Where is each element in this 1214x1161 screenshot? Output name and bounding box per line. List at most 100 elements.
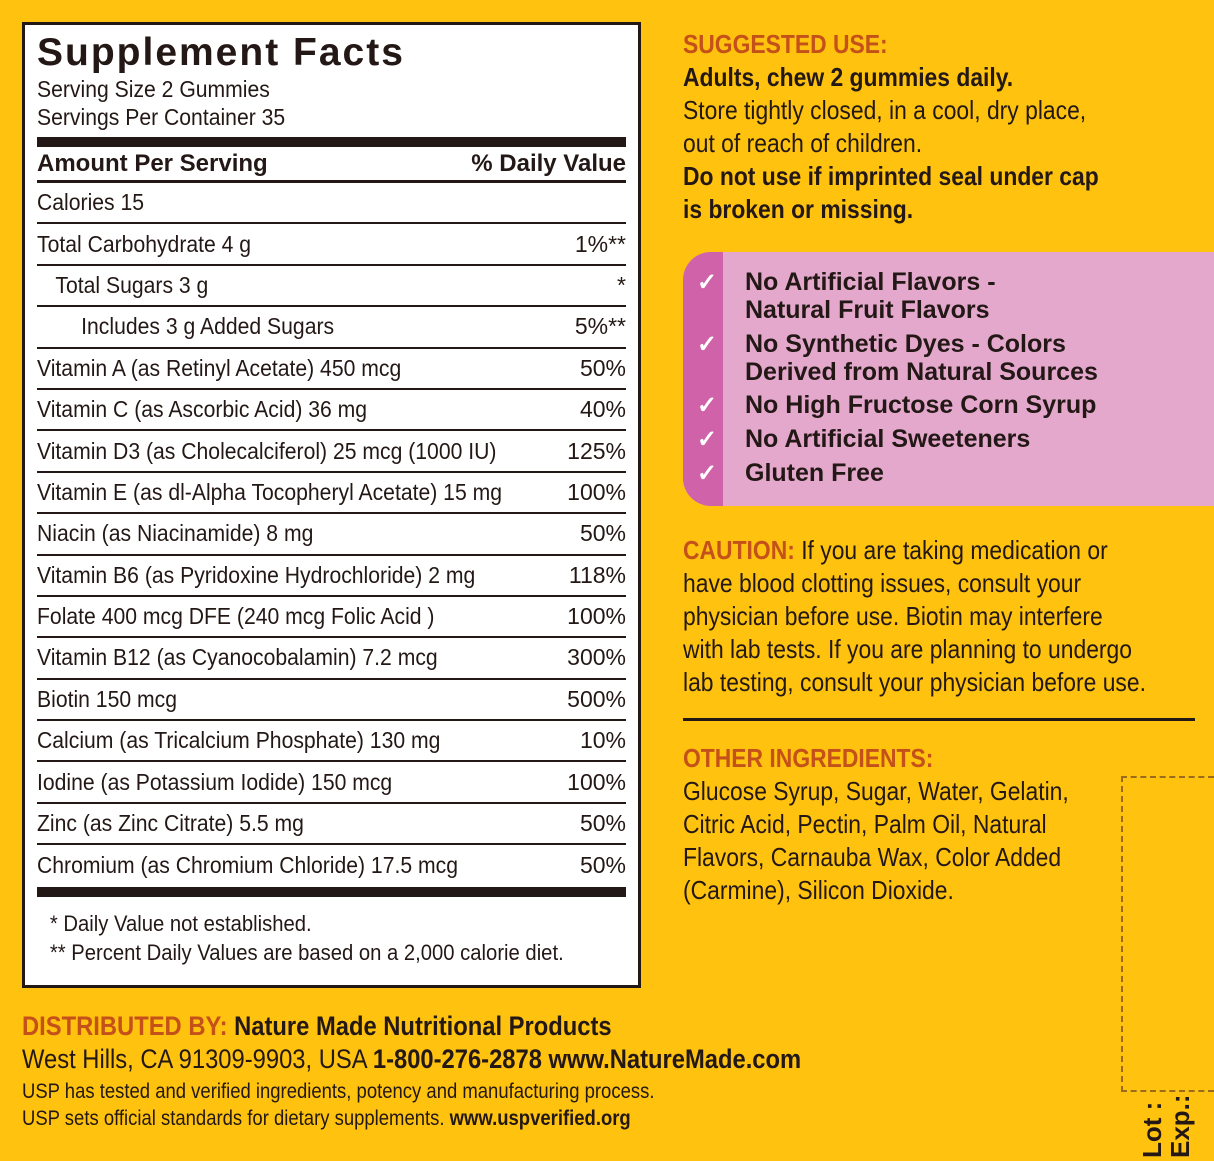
lot-stamp-area [1121,776,1214,1092]
daily-value: 100% [567,478,626,505]
text-line: Adults, chew 2 gummies daily. [683,62,1014,92]
caution-heading: CAUTION: [683,535,795,565]
exp-label: Exp.: [1165,1094,1195,1158]
divider [37,137,626,147]
nutrient-name: Vitamin E (as dl-Alpha Tocopheryl Acetat… [37,478,502,505]
amount-per-serving-label: Amount Per Serving [37,149,268,177]
nutrient-row: Iodine (as Potassium Iodide) 150 mcg 100% [37,762,626,804]
claim-text: Natural Fruit Flavors [745,296,990,324]
nutrient-row: Chromium (as Chromium Chloride) 17.5 mcg… [37,845,626,886]
text-line: Glucose Syrup, Sugar, Water, Gelatin, [683,776,1069,806]
check-icon: ✓ [697,269,718,296]
lot-exp-labels: Lot : Exp.: [1137,1094,1195,1158]
nutrient-name: Vitamin B12 (as Cyanocobalamin) 7.2 mcg [37,644,438,671]
other-ingredients-heading: OTHER INGREDIENTS: [683,743,934,773]
divider [683,718,1195,721]
daily-value: 40% [579,396,626,423]
daily-value: 50% [579,520,626,547]
nutrient-row: Vitamin B6 (as Pyridoxine Hydrochloride)… [37,556,626,597]
text-line: physician before use. Biotin may interfe… [683,601,1103,631]
nutrient-row: Calories 15 [37,183,626,225]
claim-text: No Artificial Flavors - [745,268,996,296]
nutrient-name: Biotin 150 mcg [37,685,177,712]
claims-strip [683,252,723,506]
usp-link[interactable]: www.uspverified.org [449,1107,631,1130]
daily-value: 10% [579,727,626,754]
claim-text: Gluten Free [745,459,884,487]
text-line: Store tightly closed, in a cool, dry pla… [683,95,1087,125]
check-icon: ✓ [697,331,718,358]
text-line: have blood clotting issues, consult your [683,568,1082,598]
text-line: (Carmine), Silicon Dioxide. [683,875,954,905]
divider [37,886,626,897]
phone-website: 1-800-276-2878 www.NatureMade.com [372,1044,802,1074]
claim-text: No Synthetic Dyes - Colors [745,330,1066,358]
suggested-use-heading: SUGGESTED USE: [683,29,888,59]
claim-text: No High Fructose Corn Syrup [745,391,1097,419]
nutrient-row: Vitamin D3 (as Cholecalciferol) 25 mcg (… [37,431,626,473]
address: West Hills, CA 91309-9903, USA [22,1044,373,1074]
servings-per-container: Servings Per Container 35 [37,104,286,130]
daily-value: 300% [567,644,626,671]
nutrient-name: Vitamin A (as Retinyl Acetate) 450 mcg [37,354,402,381]
text-line: If you are taking medication or [794,535,1108,565]
nutrient-rows: Calories 15 Total Carbohydrate 4 g 1%** Tot… [37,183,626,887]
nutrient-name: Total Carbohydrate 4 g [37,230,252,257]
footnote: * Daily Value not established. [49,910,312,936]
facts-title: Supplement Facts [37,31,405,74]
check-icon: ✓ [697,392,718,419]
daily-value: 125% [567,437,626,464]
nutrient-name: Includes 3 g Added Sugars [81,313,335,340]
daily-value: * [617,271,626,298]
nutrient-row: Vitamin C (as Ascorbic Acid) 36 mg 40% [37,390,626,432]
claims-panel: No Artificial Flavors - ✓ Natural Fruit Fl… [683,252,1214,506]
usp-text: USP sets official standards for dietary … [22,1107,450,1130]
daily-value: 118% [568,561,626,588]
nutrient-row: Vitamin E (as dl-Alpha Tocopheryl Acetat… [37,473,626,515]
nutrient-row: Folate 400 mcg DFE (240 mcg Folic Acid )… [37,597,626,639]
company-name: Nature Made Nutritional Products [227,1011,612,1041]
nutrient-row: Includes 3 g Added Sugars 5%** [37,307,626,349]
text-line: Flavors, Carnauba Wax, Color Added [683,842,1062,872]
daily-value-label: % Daily Value [471,149,626,177]
lot-label: Lot : [1137,1101,1167,1158]
other-ingredients: OTHER INGREDIENTS: Glucose Syrup, Sugar,… [683,742,1203,907]
nutrient-name: Chromium (as Chromium Chloride) 17.5 mcg [37,852,458,879]
nutrient-name: Vitamin D3 (as Cholecalciferol) 25 mcg (… [37,437,497,464]
claim-text: Derived from Natural Sources [745,358,1098,386]
daily-value: 100% [567,603,626,630]
caution: CAUTION: If you are taking medication or… [683,534,1203,699]
supplement-facts-panel: Supplement Facts Serving Size 2 Gummies … [22,22,641,988]
text-line: lab testing, consult your physician befo… [683,667,1146,697]
daily-value: 1%** [574,230,626,257]
check-icon: ✓ [697,460,718,487]
text-line: out of reach of children. [683,128,923,158]
daily-value: 5%** [574,313,626,340]
serving-size: Serving Size 2 Gummies [37,76,270,102]
facts-header: Amount Per Serving % Daily Value [37,147,626,183]
nutrient-row: Total Carbohydrate 4 g 1%** [37,224,626,266]
daily-value: 50% [579,354,626,381]
daily-value: 500% [567,685,626,712]
nutrient-name: Vitamin C (as Ascorbic Acid) 36 mg [37,396,368,423]
nutrient-row: Vitamin A (as Retinyl Acetate) 450 mcg 50… [37,349,626,390]
nutrient-row: Zinc (as Zinc Citrate) 5.5 mg 50% [37,804,626,846]
distributed-heading: DISTRIBUTED BY: [22,1011,228,1041]
nutrient-name: Vitamin B6 (as Pyridoxine Hydrochloride)… [37,561,476,588]
text-line: with lab tests. If you are planning to u… [683,634,1132,664]
distributed-by: DISTRIBUTED BY: Nature Made Nutritional … [22,1010,907,1132]
nutrient-row: Calcium (as Tricalcium Phosphate) 130 mg… [37,721,626,763]
footnote: ** Percent Daily Values are based on a 2… [49,939,564,965]
nutrient-row: Biotin 150 mcg 500% [37,680,626,722]
usp-text: USP has tested and verified ingredients,… [22,1080,655,1103]
nutrient-name: Niacin (as Niacinamide) 8 mg [37,520,314,547]
nutrient-name: Total Sugars 3 g [55,271,209,298]
nutrient-name: Iodine (as Potassium Iodide) 150 mcg [37,768,393,795]
text-line: is broken or missing. [683,194,914,224]
text-line: Citric Acid, Pectin, Palm Oil, Natural [683,809,1047,839]
nutrient-name: Zinc (as Zinc Citrate) 5.5 mg [37,810,304,837]
text-line: Do not use if imprinted seal under cap [683,161,1099,191]
daily-value: 50% [579,852,626,879]
nutrient-row: Vitamin B12 (as Cyanocobalamin) 7.2 mcg 3… [37,638,626,680]
nutrient-name: Calcium (as Tricalcium Phosphate) 130 mg [37,727,441,754]
